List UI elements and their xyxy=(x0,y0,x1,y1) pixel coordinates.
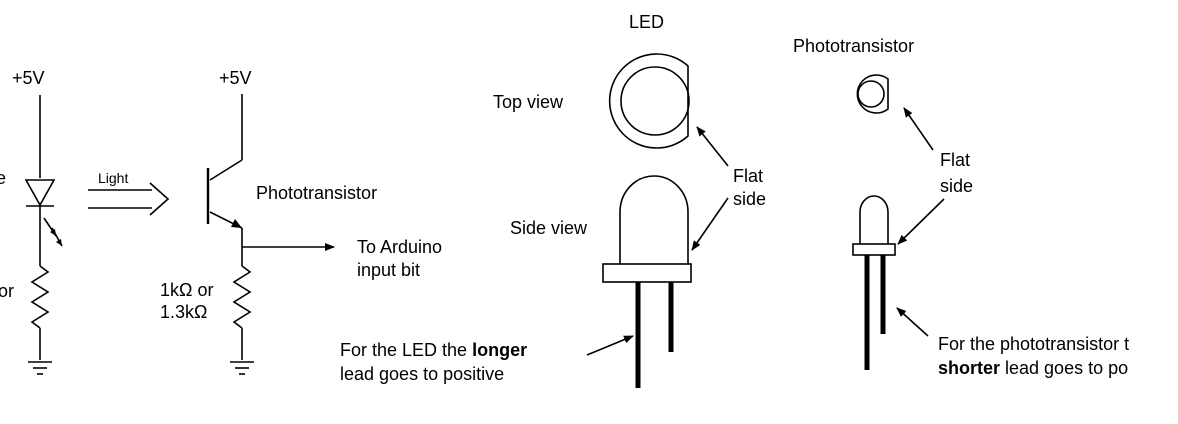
light-arrow-head xyxy=(149,182,170,216)
led-package: LED Top view Side view Flat side For the… xyxy=(340,12,766,388)
led-note-arrow xyxy=(586,335,634,356)
pt-ground-symbol xyxy=(230,361,254,375)
led-circuit: +5V e or xyxy=(0,68,63,375)
led-resistor xyxy=(30,265,50,329)
led-top-view-label: Top view xyxy=(493,92,564,112)
pt-resistor-label-1: 1kΩ or xyxy=(160,280,213,300)
led-emission-arrows xyxy=(43,217,63,247)
led-side-view-flange xyxy=(602,263,692,283)
pt-side-view-flange xyxy=(852,243,896,256)
light-arrow: Light xyxy=(88,170,170,216)
pt-resistor xyxy=(232,265,252,329)
phototransistor-package: Phototransistor Flat side For the photot… xyxy=(793,36,1129,378)
led-flat-label-1: Flat xyxy=(733,166,763,186)
pt-pkg-title: Phototransistor xyxy=(793,36,914,56)
led-diode-symbol xyxy=(24,179,56,207)
pt-flat-label-2: side xyxy=(940,176,973,196)
led-flat-arrow-side xyxy=(691,197,729,251)
pt-resistor-label-2: 1.3kΩ xyxy=(160,302,207,322)
led-side-view-dome xyxy=(619,175,689,264)
led-resistor-label-fragment: or xyxy=(0,281,14,301)
pt-top-view-lens xyxy=(857,80,885,108)
phototransistor-circuit: +5V Phototransistor To Arduino input bit… xyxy=(160,68,442,375)
led-top-view-lens xyxy=(620,66,690,136)
pt-output-label-1: To Arduino xyxy=(357,237,442,257)
pt-flat-label-1: Flat xyxy=(940,150,970,170)
pt-note-line-1: For the phototransistor t xyxy=(938,334,1129,354)
led-pkg-title: LED xyxy=(629,12,664,32)
led-side-view-label: Side view xyxy=(510,218,588,238)
pt-note-arrow xyxy=(896,307,929,337)
led-ground-symbol xyxy=(28,361,52,375)
pt-side-view-dome xyxy=(859,195,889,244)
pt-label: Phototransistor xyxy=(256,183,377,203)
pt-collector xyxy=(209,159,243,181)
light-label: Light xyxy=(98,170,128,186)
led-note-line-1: For the LED the longer xyxy=(340,340,527,360)
led-note-line-2: lead goes to positive xyxy=(340,364,504,384)
pt-output-label-2: input bit xyxy=(357,260,420,280)
pt-emitter-arrow xyxy=(231,219,242,228)
led-supply-label: +5V xyxy=(12,68,45,88)
pt-flat-arrow-side xyxy=(897,198,945,245)
pt-flat-arrow-top xyxy=(903,107,934,151)
pt-supply-label: +5V xyxy=(219,68,252,88)
led-flat-arrow-top xyxy=(696,126,729,167)
pt-note-line-2: shorter lead goes to po xyxy=(938,358,1128,378)
led-top-view-outline xyxy=(608,53,689,149)
led-flat-label-2: side xyxy=(733,189,766,209)
led-label-fragment: e xyxy=(0,168,6,188)
